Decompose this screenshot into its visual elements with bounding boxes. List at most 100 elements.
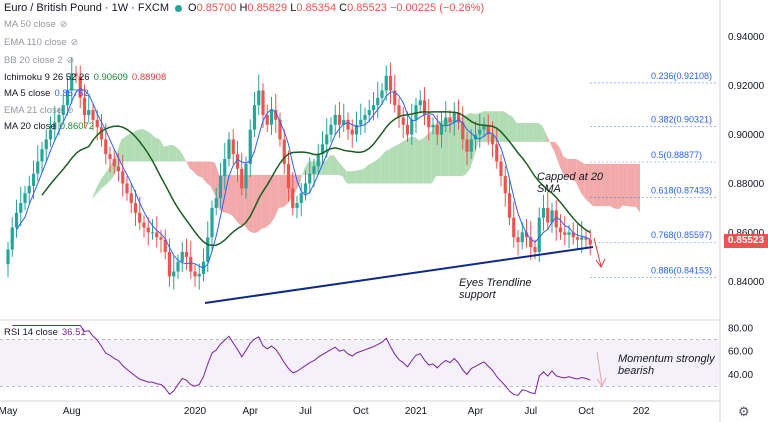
candle-body bbox=[214, 198, 218, 208]
cloud-segment bbox=[104, 168, 109, 186]
time-tick-label: Jul bbox=[299, 406, 312, 417]
cloud-segment bbox=[138, 129, 143, 162]
candle-body bbox=[36, 161, 40, 174]
candle-body bbox=[125, 183, 129, 194]
candle-body bbox=[584, 237, 588, 240]
indicator-ma50[interactable]: MA 50 close ⊘ bbox=[4, 19, 68, 30]
last-price-label: 0.85523 bbox=[724, 234, 768, 248]
cloud-segment bbox=[495, 111, 500, 142]
candle-body bbox=[350, 129, 354, 135]
candle-body bbox=[282, 139, 286, 164]
cloud-segment bbox=[100, 174, 105, 190]
candle-body bbox=[371, 105, 376, 111]
cloud-segment bbox=[546, 134, 551, 145]
candle-body bbox=[456, 112, 461, 123]
hidden-eye-icon[interactable]: ⊘ bbox=[66, 55, 75, 65]
cloud-segment bbox=[567, 159, 572, 180]
cloud-segment bbox=[193, 161, 198, 177]
candle-body bbox=[150, 232, 155, 234]
cloud-segment bbox=[601, 163, 606, 207]
candle-body bbox=[342, 119, 346, 125]
candle-body bbox=[99, 127, 104, 140]
cloud-segment bbox=[346, 171, 351, 184]
candle-body bbox=[261, 90, 265, 115]
candle-body bbox=[401, 117, 405, 125]
hidden-eye-icon[interactable]: ⊘ bbox=[70, 37, 79, 47]
time-tick-label: May bbox=[0, 406, 17, 417]
down-arrow-price bbox=[593, 237, 602, 267]
cloud-segment bbox=[393, 144, 398, 184]
candle-body bbox=[575, 237, 580, 240]
settings-gear-icon[interactable]: ⚙ bbox=[738, 404, 750, 419]
cloud-segment bbox=[622, 163, 628, 207]
ma5-line bbox=[16, 87, 591, 269]
indicator-ma20[interactable]: MA 20 close 0.86072 bbox=[4, 121, 95, 132]
time-tick-label: Aug bbox=[63, 406, 81, 417]
candle-body bbox=[444, 117, 448, 125]
candle-body bbox=[155, 232, 159, 238]
indicator-ema21[interactable]: EMA 21 close ⊘ bbox=[4, 105, 74, 116]
candle-body bbox=[516, 237, 520, 243]
hidden-eye-icon[interactable]: ⊘ bbox=[59, 19, 68, 29]
cloud-segment bbox=[236, 174, 241, 226]
price-tick-label: 0.84000 bbox=[728, 277, 765, 288]
candle-body bbox=[478, 129, 482, 135]
candle-body bbox=[87, 110, 91, 115]
cloud-segment bbox=[376, 156, 381, 184]
indicator-rsi[interactable]: RSI 14 close 36.51 bbox=[4, 327, 86, 338]
candle-body bbox=[418, 100, 422, 106]
cloud-segment bbox=[525, 122, 530, 142]
candle-body bbox=[163, 239, 167, 252]
candle-body bbox=[541, 207, 546, 218]
cloud-segment bbox=[83, 205, 88, 212]
cloud-segment bbox=[57, 238, 62, 250]
cloud-segment bbox=[189, 161, 194, 172]
candle-body bbox=[78, 75, 82, 98]
candle-body bbox=[248, 129, 252, 164]
candle-body bbox=[23, 193, 27, 204]
candle-body bbox=[95, 119, 99, 128]
rsi-tick-label: 60.00 bbox=[728, 347, 753, 358]
cloud-segment bbox=[121, 136, 126, 162]
indicator-ma5[interactable]: MA 5 close 0.85762 bbox=[4, 88, 89, 99]
candle-body bbox=[223, 159, 227, 177]
cloud-segment bbox=[614, 163, 619, 210]
fib-label: 0.5(0.88877) bbox=[651, 150, 702, 160]
cloud-segment bbox=[533, 122, 538, 142]
fib-label: 0.886(0.84153) bbox=[651, 266, 712, 276]
candle-body bbox=[469, 139, 473, 152]
candle-body bbox=[252, 105, 257, 130]
rsi-panel bbox=[0, 325, 720, 396]
hidden-eye-icon[interactable]: ⊘ bbox=[66, 105, 74, 115]
cloud-segment bbox=[359, 168, 364, 184]
symbol-title[interactable]: Euro / British Pound · 1W · FXCM bbox=[4, 2, 170, 14]
candle-body bbox=[397, 105, 401, 118]
candle-body bbox=[486, 124, 490, 135]
candle-body bbox=[550, 210, 554, 223]
candle-body bbox=[274, 110, 278, 120]
cloud-segment bbox=[74, 217, 79, 222]
indicator-bb20[interactable]: BB 20 close 2 ⊘ bbox=[4, 55, 75, 66]
market-status-dot bbox=[175, 4, 183, 12]
candle-body bbox=[121, 171, 125, 184]
cloud-segment bbox=[61, 231, 67, 239]
cloud-segment bbox=[248, 174, 254, 233]
candle-body bbox=[448, 117, 452, 123]
cloud-segment bbox=[508, 114, 513, 142]
candle-body bbox=[393, 90, 397, 106]
candle-body bbox=[278, 119, 282, 140]
candle-body bbox=[431, 124, 435, 128]
cloud-segment bbox=[350, 170, 356, 184]
cloud-segment bbox=[571, 159, 577, 183]
cloud-segment bbox=[554, 141, 560, 166]
cloud-segment bbox=[584, 163, 589, 203]
cloud-segment bbox=[163, 145, 169, 162]
price-tick-label: 0.88000 bbox=[728, 179, 765, 190]
candle-body bbox=[27, 185, 31, 194]
candle-body bbox=[172, 271, 176, 277]
indicator-ema110[interactable]: EMA 110 close ⊘ bbox=[4, 37, 79, 48]
cloud-segment bbox=[180, 151, 186, 162]
indicator-ichimoku[interactable]: Ichimoku 9 26 52 26 0.90609 0.88908 bbox=[4, 72, 167, 83]
cloud-segment bbox=[223, 174, 228, 214]
